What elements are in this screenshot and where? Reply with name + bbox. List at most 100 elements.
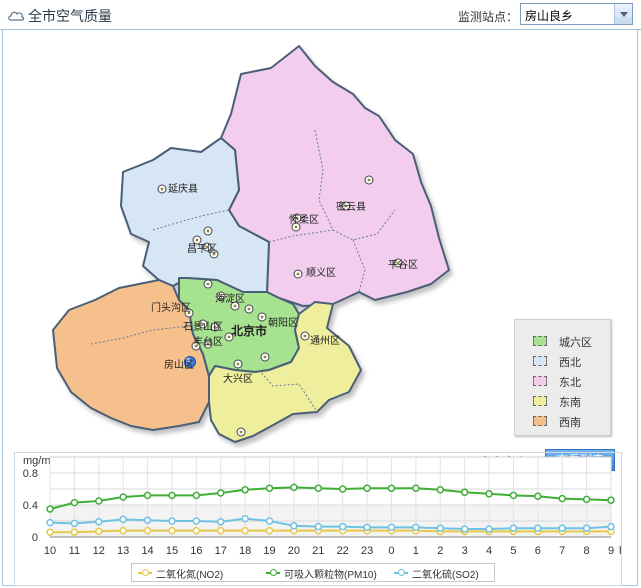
x-tick-label: 0 [388, 545, 394, 557]
y-tick-label: 0.4 [23, 500, 38, 512]
series-point-2 [314, 522, 323, 531]
x-tick-label: 22 [337, 545, 349, 557]
legend-swatch [533, 416, 547, 426]
district-label: 门头沟区 [151, 301, 191, 314]
series-point-2 [46, 518, 54, 527]
series-point-2 [95, 518, 103, 526]
x-tick-label: 9 [608, 545, 614, 557]
x-tick-label: 10 [44, 545, 56, 557]
district-label: 大兴区 [223, 372, 253, 385]
legend-swatch [533, 376, 547, 386]
series-point-1 [338, 485, 347, 493]
series-point-0 [70, 528, 79, 536]
series-point-2 [387, 523, 396, 532]
station-select[interactable]: 房山良乡 [520, 3, 633, 25]
x-tick-label: 1 [413, 545, 419, 557]
district-label: 北京市 [231, 323, 267, 338]
pollutant-line-chart: 00.40.810 11 12 13 14 15 16 17 18 19 20 21 22 23 0 1 2 3 4… [23, 456, 621, 557]
series-point-2 [70, 519, 79, 528]
series-point-0 [95, 527, 103, 536]
series-point-1 [558, 494, 566, 503]
series-point-0 [119, 526, 127, 535]
unit-label: mg/m³ [23, 455, 55, 467]
chart-frame [14, 452, 622, 586]
x-tick-label: 3 [462, 545, 468, 557]
series-point-1 [95, 497, 103, 505]
series-point-2 [143, 516, 152, 524]
series-line-2 [49, 517, 612, 530]
district-label: 通州区 [310, 335, 340, 347]
series-point-2 [168, 517, 176, 525]
chevron-down-icon[interactable] [614, 4, 632, 24]
series-dot [142, 569, 149, 576]
series-point-2 [119, 515, 127, 524]
series-point-1 [216, 489, 225, 497]
district-label: 平谷区 [388, 259, 418, 271]
chart-legend-label: 二氧化硫(SO2) [412, 570, 479, 581]
x-tick-label: 6 [535, 545, 541, 557]
page-title: 全市空气质量 [28, 8, 112, 24]
district-label: 房山区 [164, 358, 194, 371]
border-huairou-shunyi [268, 229, 334, 243]
series-point-0 [168, 526, 176, 535]
series-point-1 [363, 484, 371, 492]
series-point-0 [241, 526, 249, 535]
legend-label: 西南 [559, 417, 581, 429]
series-dot [398, 569, 405, 576]
y-tick-label: 0 [32, 532, 38, 544]
series-point-2 [582, 524, 591, 532]
series-point-0 [46, 528, 54, 536]
series-dot [270, 569, 277, 576]
series-point-1 [290, 483, 298, 492]
series-point-1 [192, 491, 201, 500]
x-tick-label: 16 [190, 545, 202, 557]
district-label: 石景山区 [183, 321, 223, 333]
border-mentougou-fangshan [90, 325, 190, 345]
series-point-1 [509, 491, 518, 500]
x-tick-label: 19 [263, 545, 275, 557]
series-point-1 [534, 492, 542, 500]
series-point-1 [265, 484, 274, 492]
legend-label: 东北 [559, 377, 581, 389]
x-tick-label: 14 [141, 545, 153, 557]
x-tick-label: 7 [559, 545, 565, 557]
series-point-2 [607, 522, 615, 531]
y-tick-label: 0.8 [23, 468, 38, 480]
series-point-2 [534, 524, 542, 532]
district-label: 昌平区 [187, 243, 217, 255]
series-point-2 [338, 522, 347, 531]
chart-legend-label: 可吸入颗粒物(PM10) [284, 570, 377, 581]
series-point-1 [143, 491, 152, 500]
series-point-0 [265, 526, 274, 535]
legend-swatch [533, 336, 547, 346]
x-tick-label: 2 [437, 545, 443, 557]
series-line-1 [49, 486, 612, 510]
series-point-2 [363, 523, 371, 532]
legend-label: 西北 [559, 357, 581, 369]
station-markers [157, 175, 403, 437]
x-tick-label: 21 [312, 545, 324, 557]
series-line-0 [50, 529, 611, 534]
series-point-2 [241, 514, 249, 523]
beijing-map: 延庆县 昌平区 怀柔区 密云县 平谷区 顺义区 门头沟区 海淀区 石景山区 朝阳… [52, 45, 450, 443]
x-tick-label: 4 [486, 545, 492, 557]
chart-legend-label: 二氧化氮(NO2) [156, 570, 224, 581]
series-point-1 [241, 486, 249, 494]
border-shunyi-pinggu [352, 239, 366, 293]
series-point-1 [119, 493, 127, 501]
series-point-1 [460, 488, 469, 496]
x-tick-label: 23 [361, 545, 373, 557]
legend-label: 城六区 [559, 337, 592, 349]
cloud-icon [8, 11, 25, 21]
district-label: 顺义区 [306, 267, 336, 279]
x-tick-label: 17 [215, 545, 227, 557]
x-tick-label: 12 [93, 545, 105, 557]
series-point-1 [314, 484, 323, 492]
legend-swatch [533, 356, 547, 366]
map-legend: 城六区 西北 东北 东南 西南 [514, 319, 611, 436]
series-point-1 [412, 484, 420, 492]
series-point-0 [216, 526, 225, 535]
x-tick-label: 8 [584, 545, 590, 557]
series-point-2 [460, 525, 469, 533]
region-southeast[interactable] [208, 301, 362, 443]
